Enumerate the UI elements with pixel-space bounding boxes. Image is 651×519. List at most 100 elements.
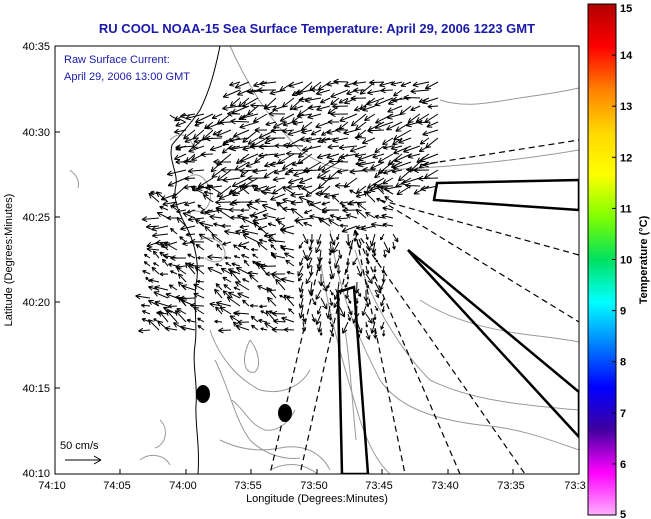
current-vector [187, 168, 205, 174]
current-vector [249, 303, 259, 308]
current-vector [257, 241, 268, 251]
colorbar-ticks: 15 14 13 12 11 10 9 8 7 6 5 [612, 3, 633, 519]
current-vector [236, 89, 250, 96]
current-vector [332, 103, 349, 110]
current-vector [188, 145, 205, 153]
current-vector [282, 121, 295, 127]
current-vector [317, 321, 323, 333]
current-vector [387, 105, 403, 113]
current-vector [365, 211, 376, 219]
current-vector [422, 129, 439, 137]
current-vector [319, 329, 323, 336]
current-vector [282, 142, 304, 149]
current-vector [258, 238, 268, 243]
current-vector [347, 297, 352, 304]
current-vector [280, 277, 295, 283]
current-vector [143, 261, 151, 267]
current-vector [229, 137, 250, 143]
current-vector [146, 246, 160, 253]
current-vector [264, 104, 277, 111]
current-vector [225, 262, 232, 267]
current-vector [382, 206, 394, 212]
current-vector [369, 79, 385, 86]
current-vector [333, 78, 349, 85]
current-vector [211, 113, 223, 120]
current-vector [268, 110, 286, 117]
current-vector [214, 288, 223, 299]
current-vector [187, 253, 196, 259]
scale-label: 50 cm/s [60, 440, 99, 452]
current-vector [297, 265, 304, 277]
current-vector [337, 168, 349, 175]
current-vector [373, 183, 385, 195]
current-vector [214, 319, 223, 324]
current-vector [246, 204, 259, 211]
current-vector [383, 169, 394, 175]
current-vector [292, 105, 304, 111]
current-vector [267, 296, 277, 307]
current-vector [179, 236, 187, 243]
current-vector [195, 243, 205, 251]
current-vector [373, 313, 377, 321]
current-vector [215, 207, 232, 219]
current-vector [250, 247, 259, 252]
current-vector [329, 321, 334, 328]
contour-line [139, 454, 171, 466]
current-vector [327, 119, 340, 125]
current-vector [193, 292, 205, 299]
y-tick-label: 40:10 [22, 468, 50, 480]
x-axis-label: Longitude (Degrees:Minutes) [246, 493, 388, 505]
current-vector [349, 189, 358, 195]
current-vector [197, 256, 205, 260]
current-vector [175, 121, 187, 127]
current-vector [290, 207, 304, 219]
current-vector [315, 89, 331, 96]
current-vector [391, 168, 403, 174]
current-vector [260, 310, 268, 315]
current-vector [151, 232, 169, 239]
current-vector [301, 129, 313, 135]
map-layer [65, 46, 579, 474]
current-vector [298, 297, 304, 309]
current-vector [321, 129, 331, 136]
y-tick-label: 40:25 [22, 212, 50, 224]
current-vector [328, 158, 349, 165]
current-vector [354, 135, 367, 141]
current-vector [367, 127, 385, 134]
current-vector [346, 273, 350, 280]
current-vector [252, 217, 268, 224]
current-vector [207, 254, 223, 261]
current-vector [329, 214, 340, 219]
current-vector [260, 327, 268, 331]
current-vector [341, 225, 358, 233]
current-vector [374, 97, 394, 107]
current-vector [155, 191, 169, 203]
current-vector [288, 81, 304, 88]
current-vector [373, 265, 377, 273]
current-vector [365, 97, 385, 106]
current-vector [185, 232, 196, 237]
site-marker [196, 385, 210, 403]
current-vector [215, 306, 223, 315]
current-vector [382, 249, 387, 258]
current-vector [390, 80, 403, 87]
current-vector [198, 233, 214, 243]
current-vector [320, 297, 328, 310]
current-vector [405, 121, 421, 128]
current-vector [213, 158, 232, 165]
current-vector [154, 300, 169, 307]
x-axis: 74:10 74:05 74:00 73:55 73:50 73:45 73:4… [38, 469, 586, 505]
current-vector [320, 175, 340, 182]
current-vector [288, 308, 295, 315]
current-vector [153, 291, 169, 299]
current-vector [216, 169, 232, 182]
current-vector [148, 278, 160, 284]
current-vector [397, 169, 412, 182]
current-vector [250, 315, 259, 323]
current-vector [330, 89, 349, 98]
current-vector [273, 169, 286, 175]
current-vector [242, 234, 259, 243]
current-vector [172, 322, 187, 331]
current-vector [247, 175, 268, 182]
current-vector [382, 329, 386, 337]
